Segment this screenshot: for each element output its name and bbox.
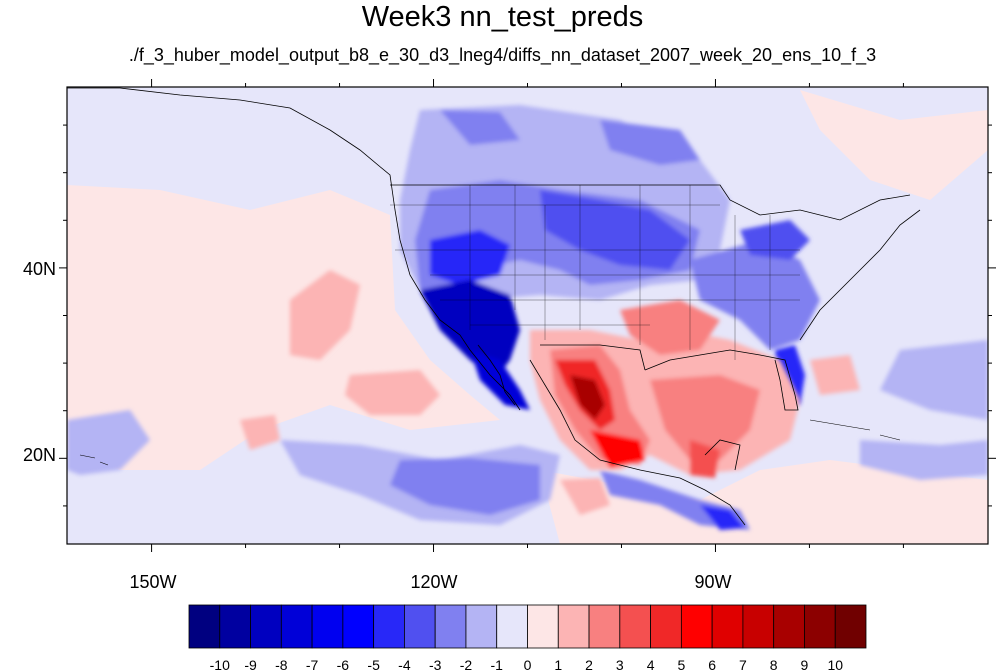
- colorbar-label: -8: [275, 657, 288, 672]
- warm-anomaly-regions: [240, 270, 860, 515]
- lon-label-150w: 150W: [129, 572, 176, 592]
- colorbar-label: 4: [647, 657, 655, 672]
- lat-label-40n: 40N: [23, 259, 56, 279]
- colorbar-label: -3: [429, 657, 442, 672]
- lon-label-90w: 90W: [694, 572, 731, 592]
- colorbar-label: 3: [616, 657, 624, 672]
- colorbar-box: [619, 604, 651, 649]
- colorbar-box: [311, 604, 344, 649]
- colorbar-box: [650, 604, 682, 649]
- colorbar-box: [434, 604, 467, 649]
- colorbar-box: [404, 604, 436, 649]
- latitude-labels: 40N 20N: [23, 259, 56, 465]
- colorbar-label: -6: [337, 657, 350, 672]
- map-title: Week3 nn_test_preds: [361, 1, 644, 33]
- colorbar-label: -10: [210, 657, 230, 672]
- colorbar-box: [250, 604, 282, 649]
- colorbar-label: -9: [244, 657, 257, 672]
- colorbar-box: [711, 604, 744, 649]
- map-subtitle: ./f_3_huber_model_output_b8_e_30_d3_lneg…: [128, 45, 877, 65]
- colorbar-label: -1: [491, 657, 504, 672]
- colorbar-label: 5: [677, 657, 685, 672]
- colorbar-box: [834, 604, 867, 649]
- lon-label-120w: 120W: [410, 572, 457, 592]
- colorbar-box: [188, 604, 221, 649]
- colorbar-box: [373, 604, 405, 649]
- colorbar-box: [342, 604, 375, 649]
- colorbar-label: 0: [524, 657, 532, 672]
- colorbar-box: [557, 604, 590, 649]
- colorbar-box: [527, 604, 559, 649]
- colorbar-label: 9: [801, 657, 809, 672]
- colorbar-label: -2: [460, 657, 473, 672]
- colorbar-label: -4: [398, 657, 411, 672]
- colorbar-box: [219, 604, 251, 649]
- axis-ticks: [59, 79, 996, 552]
- colorbar-label: 6: [708, 657, 716, 672]
- colorbar-label: 7: [739, 657, 747, 672]
- colorbar-label: 2: [585, 657, 593, 672]
- colorbar-label: -7: [306, 657, 319, 672]
- lat-label-20n: 20N: [23, 445, 56, 465]
- state-borders: [390, 185, 800, 360]
- colorbar-label: 10: [827, 657, 843, 672]
- colorbar-box: [588, 604, 621, 649]
- colorbar-box: [496, 604, 528, 649]
- colorbar-box: [742, 604, 775, 649]
- colorbar-box: [804, 604, 836, 649]
- longitude-labels: 150W 120W 90W: [129, 572, 731, 592]
- coastlines: [67, 87, 921, 526]
- colorbar-box: [773, 604, 805, 649]
- colorbar: -10 -9 -8 -7 -6 -5 -4 -3 -2 -1 0 1 2 3 4 5 6 7 8 9 10: [188, 604, 867, 672]
- colorbar-label: -5: [367, 657, 380, 672]
- colorbar-label: 8: [770, 657, 778, 672]
- colorbar-label: 1: [554, 657, 562, 672]
- caribbean-islands: [79, 419, 901, 466]
- colorbar-box: [680, 604, 713, 649]
- colorbar-box: [280, 604, 313, 649]
- colorbar-box: [465, 604, 498, 649]
- anomaly-field: [67, 87, 988, 544]
